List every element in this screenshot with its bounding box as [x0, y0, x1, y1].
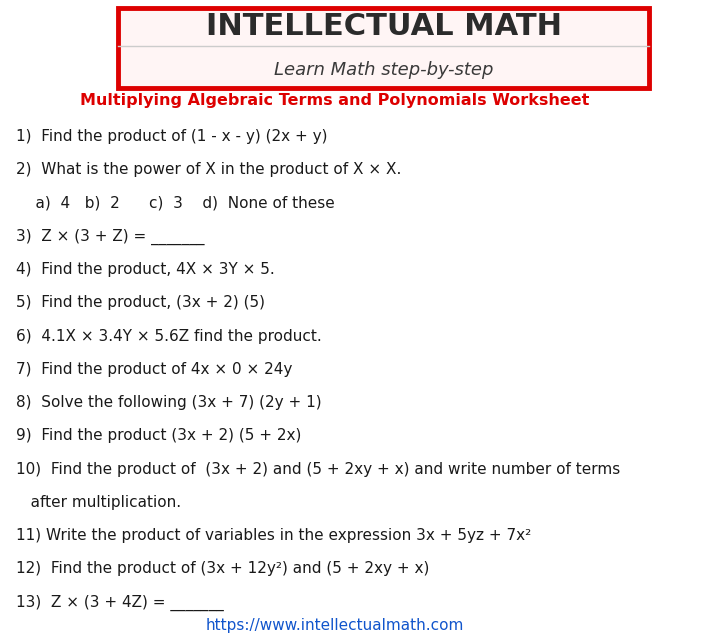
Text: 3)  Z × (3 + Z) = _______: 3) Z × (3 + Z) = _______	[16, 229, 204, 245]
Text: 7)  Find the product of 4x × 0 × 24y: 7) Find the product of 4x × 0 × 24y	[16, 362, 292, 377]
Text: 10)  Find the product of  (3x + 2) and (5 + 2xy + x) and write number of terms: 10) Find the product of (3x + 2) and (5 …	[16, 462, 621, 476]
Text: 13)  Z × (3 + 4Z) = _______: 13) Z × (3 + 4Z) = _______	[16, 594, 224, 611]
Text: 6)  4.1X × 3.4Y × 5.6Z find the product.: 6) 4.1X × 3.4Y × 5.6Z find the product.	[16, 329, 322, 343]
Text: Learn Math step-by-step: Learn Math step-by-step	[274, 61, 493, 79]
Text: 4)  Find the product, 4X × 3Y × 5.: 4) Find the product, 4X × 3Y × 5.	[16, 262, 275, 277]
Text: INTELLECTUAL MATH: INTELLECTUAL MATH	[205, 12, 562, 42]
Text: after multiplication.: after multiplication.	[16, 495, 181, 510]
Text: 12)  Find the product of (3x + 12y²) and (5 + 2xy + x): 12) Find the product of (3x + 12y²) and …	[16, 561, 429, 577]
Text: https://www.intellectualmath.com: https://www.intellectualmath.com	[206, 618, 464, 633]
Text: 2)  What is the power of X in the product of X × X.: 2) What is the power of X in the product…	[16, 162, 402, 177]
Text: a)  4   b)  2      c)  3    d)  None of these: a) 4 b) 2 c) 3 d) None of these	[16, 196, 335, 211]
Text: 9)  Find the product (3x + 2) (5 + 2x): 9) Find the product (3x + 2) (5 + 2x)	[16, 428, 302, 444]
Text: 8)  Solve the following (3x + 7) (2y + 1): 8) Solve the following (3x + 7) (2y + 1)	[16, 395, 322, 410]
Text: Multiplying Algebraic Terms and Polynomials Worksheet: Multiplying Algebraic Terms and Polynomi…	[80, 93, 590, 108]
Text: 1)  Find the product of (1 - x - y) (2x + y): 1) Find the product of (1 - x - y) (2x +…	[16, 129, 328, 144]
Text: 11) Write the product of variables in the expression 3x + 5yz + 7x²: 11) Write the product of variables in th…	[16, 528, 531, 543]
Text: 5)  Find the product, (3x + 2) (5): 5) Find the product, (3x + 2) (5)	[16, 295, 265, 311]
FancyBboxPatch shape	[118, 8, 649, 88]
